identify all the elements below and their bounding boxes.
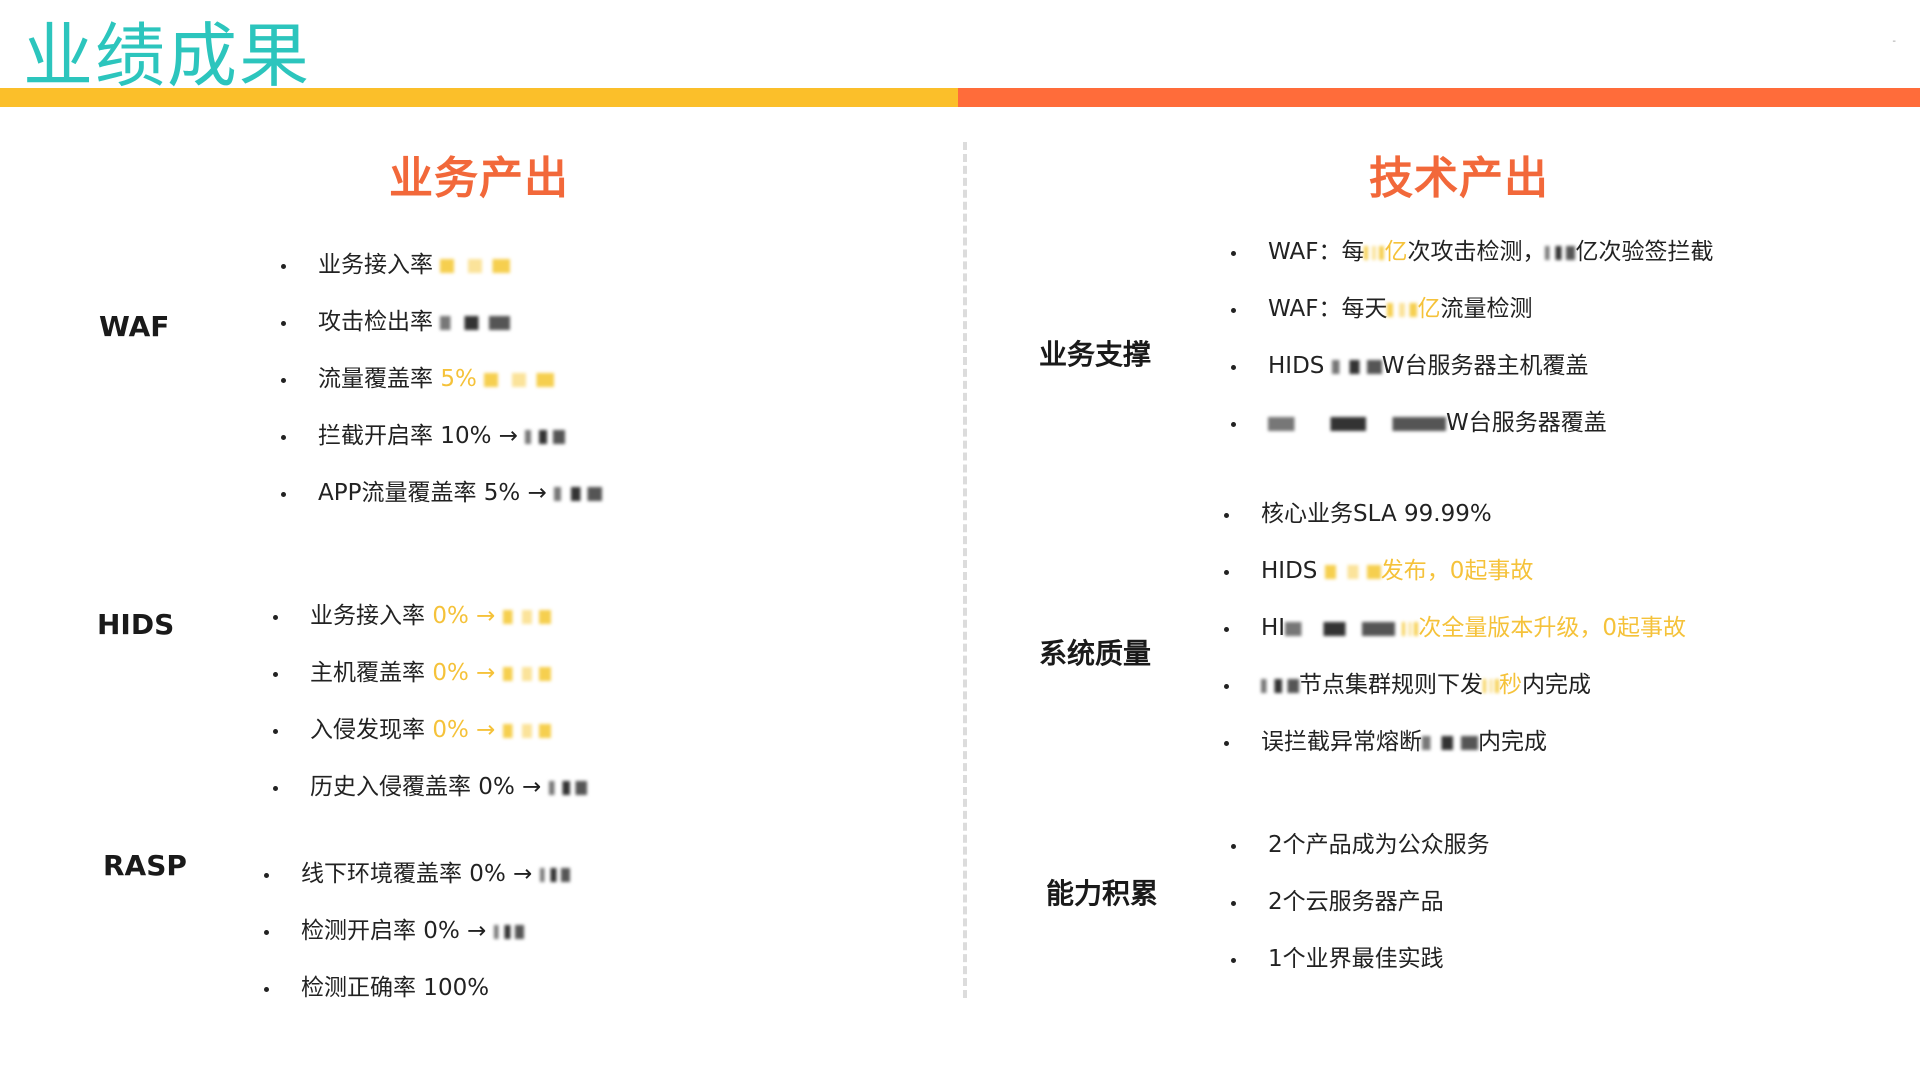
redacted-block (525, 429, 566, 444)
redacted-block (1268, 416, 1446, 431)
tech-output-title: 技术产出 (1369, 153, 1549, 204)
business-output-title: 业务产出 (389, 153, 569, 204)
quality-list: 核心业务SLA 99.99% HIDS 发布，0起事故 HI 次全量版本升级，0… (1223, 497, 1686, 759)
rasp-list: 线下环境覆盖率 0% → 检测开启率 0% → 检测正确率 100% (264, 857, 570, 1005)
capability-list: 2个产品成为公众服务 2个云服务器产品 1个业界最佳实践 (1231, 828, 1490, 976)
list-item: 线下环境覆盖率 0% → (264, 857, 570, 891)
redacted-block (1364, 245, 1385, 260)
redacted-block (440, 315, 511, 330)
list-item: HIDS 发布，0起事故 (1223, 554, 1686, 588)
redacted-block (1324, 564, 1381, 579)
list-item: 节点集群规则下发 秒内完成 (1223, 668, 1686, 702)
list-item: 2个云服务器产品 (1231, 885, 1490, 919)
redacted-block (440, 258, 511, 273)
redacted-block (1422, 735, 1478, 750)
redacted-block (484, 372, 555, 387)
redacted-block (554, 486, 603, 501)
redacted-block (1402, 621, 1419, 636)
list-item: 历史入侵覆盖率 0% → (273, 770, 587, 804)
waf-list: 业务接入率 攻击检出率 流量覆盖率 5% 拦截开启率 10% → APP流量覆盖… (280, 248, 603, 510)
redacted-block (548, 780, 587, 795)
list-item: WAF：每 亿次攻击检测， 亿次验签拦截 (1230, 235, 1713, 269)
quality-label: 系统质量 (1039, 637, 1152, 670)
list-item: 误拦截异常熔断 内完成 (1223, 725, 1686, 759)
redacted-block (502, 609, 551, 624)
list-item: 检测开启率 0% → (264, 914, 570, 948)
redacted-block (1285, 621, 1396, 636)
list-item: 主机覆盖率 0% → (273, 656, 587, 690)
hids-label: HIDS (97, 608, 175, 641)
list-item: 拦截开启率 10% → (280, 419, 602, 453)
list-item: 流量覆盖率 5% (280, 362, 602, 396)
header-band-yellow (0, 88, 958, 107)
column-divider (963, 142, 967, 998)
corner-mark: - (1892, 36, 1896, 47)
redacted-block (1545, 245, 1576, 260)
list-item: 业务接入率 0% → (273, 599, 587, 633)
list-item: 1个业界最佳实践 (1231, 942, 1490, 976)
list-item: APP流量覆盖率 5% → (280, 476, 603, 510)
header-band-orange (958, 88, 1920, 107)
list-item: 2个产品成为公众服务 (1231, 828, 1490, 862)
waf-label: WAF (99, 310, 170, 343)
list-item: 检测正确率 100% (264, 971, 570, 1005)
capability-label: 能力积累 (1046, 877, 1159, 910)
support-list: WAF：每 亿次攻击检测， 亿次验签拦截 WAF：每天 亿流量检测 HIDS W台服务… (1230, 235, 1713, 440)
list-item: HIDS W台服务器主机覆盖 (1230, 349, 1713, 383)
redacted-block (1483, 678, 1499, 693)
redacted-block (1387, 302, 1418, 317)
list-item: WAF：每天 亿流量检测 (1230, 292, 1713, 326)
list-item: HI 次全量版本升级，0起事故 (1223, 611, 1686, 645)
list-item: 业务接入率 (280, 248, 602, 282)
redacted-block (502, 666, 551, 681)
list-item: W台服务器覆盖 (1230, 406, 1713, 440)
redacted-block (502, 723, 551, 738)
redacted-block (539, 867, 570, 882)
redacted-block (493, 924, 524, 939)
rasp-label: RASP (103, 849, 187, 882)
hids-list: 业务接入率 0% → 主机覆盖率 0% → 入侵发现率 0% → 历史入侵覆盖率… (273, 599, 587, 804)
redacted-block (1331, 359, 1382, 374)
list-item: 攻击检出率 (280, 305, 602, 339)
redacted-block (1261, 678, 1299, 693)
page-title: 业绩成果 (23, 15, 311, 97)
list-item: 核心业务SLA 99.99% (1223, 497, 1686, 531)
list-item: 入侵发现率 0% → (273, 713, 587, 747)
support-label: 业务支撑 (1039, 338, 1152, 371)
